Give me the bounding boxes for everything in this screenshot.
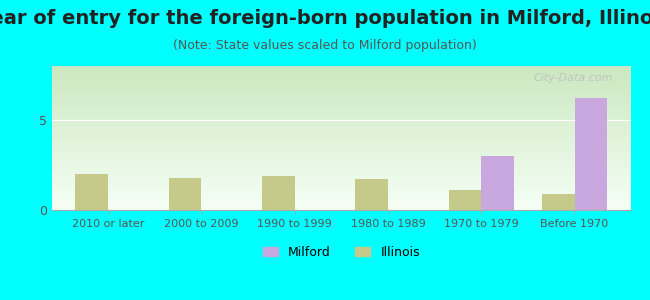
Legend: Milford, Illinois: Milford, Illinois — [257, 241, 425, 264]
Bar — [356, 179, 388, 210]
Text: City-Data.com: City-Data.com — [534, 73, 613, 83]
Bar — [481, 156, 514, 210]
Bar — [448, 190, 481, 210]
Text: (Note: State values scaled to Milford population): (Note: State values scaled to Milford po… — [173, 39, 477, 52]
Bar — [262, 176, 294, 210]
Bar — [168, 178, 202, 210]
Bar — [542, 194, 575, 210]
Bar — [75, 174, 108, 210]
Text: Year of entry for the foreign-born population in Milford, Illinois: Year of entry for the foreign-born popul… — [0, 9, 650, 28]
Bar — [575, 98, 607, 210]
